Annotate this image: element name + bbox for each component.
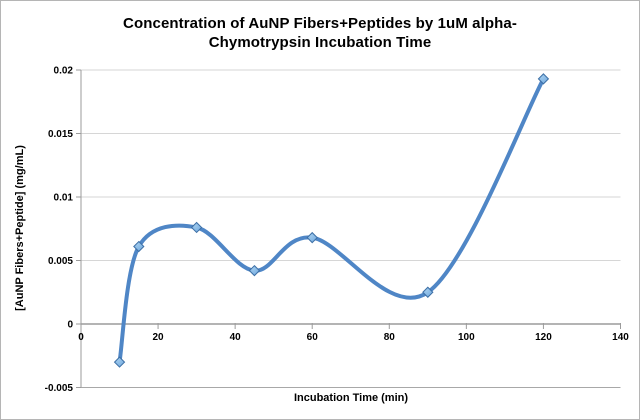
data-point-marker bbox=[248, 264, 261, 277]
series-line bbox=[117, 76, 546, 365]
y-tick-label: -0.005 bbox=[45, 383, 74, 394]
x-tick-label: 100 bbox=[458, 332, 475, 343]
x-tick-label: 0 bbox=[78, 332, 84, 343]
y-tick-label: 0.015 bbox=[48, 129, 73, 140]
x-axis-title: Incubation Time (min) bbox=[293, 392, 409, 404]
y-tick-label: 0.01 bbox=[54, 193, 74, 204]
data-point-marker bbox=[422, 286, 434, 298]
y-tick-label: 0.005 bbox=[48, 256, 73, 267]
data-point-marker bbox=[113, 356, 126, 368]
data-point-marker bbox=[306, 231, 318, 244]
x-tick-label: 20 bbox=[153, 332, 165, 343]
x-tick-label: 120 bbox=[535, 332, 552, 343]
y-tick-label: 0.02 bbox=[54, 66, 74, 77]
x-tick-label: 140 bbox=[612, 332, 629, 343]
chart-title-line1: Concentration of AuNP Fibers+Peptides by… bbox=[123, 15, 517, 32]
y-tick-label: 0 bbox=[67, 320, 73, 331]
data-point-marker bbox=[133, 240, 145, 253]
chart-title: Concentration of AuNP Fibers+Peptides by… bbox=[1, 14, 639, 52]
data-point-marker bbox=[537, 73, 550, 85]
x-tick-label: 40 bbox=[230, 332, 242, 343]
chart-title-line2: Chymotrypsin Incubation Time bbox=[208, 34, 432, 51]
x-tick-label: 80 bbox=[384, 332, 396, 343]
data-point-marker bbox=[190, 221, 203, 234]
x-tick-label: 60 bbox=[307, 332, 319, 343]
